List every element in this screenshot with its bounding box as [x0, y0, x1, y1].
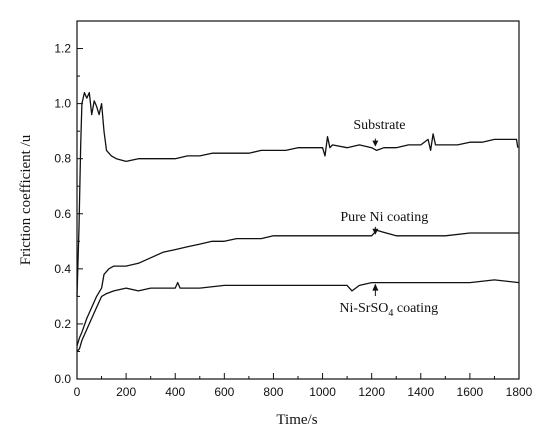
- x-tick-label: 1600: [457, 385, 484, 399]
- annotation-substrate: Substrate: [353, 118, 405, 133]
- plot-frame: [76, 20, 520, 380]
- y-tick-label: 1.2: [54, 42, 71, 56]
- x-tick-label: 1200: [358, 385, 385, 399]
- x-tick-label: 1800: [506, 385, 533, 399]
- substrate-arrow-head: [372, 140, 379, 147]
- x-tick-label: 200: [116, 385, 136, 399]
- x-tick-label: 1000: [309, 385, 336, 399]
- series-group: [76, 91, 520, 352]
- y-tick-label: 0.6: [54, 207, 71, 221]
- x-tick-label: 800: [263, 385, 283, 399]
- annotation-pure-ni: Pure Ni coating: [340, 210, 428, 225]
- y-tick-label: 0.4: [54, 262, 71, 276]
- x-tick-label: 600: [214, 385, 234, 399]
- pure-ni-arrow-head: [372, 228, 379, 235]
- series-substrate: [76, 91, 519, 297]
- x-tick-label: 0: [74, 385, 81, 399]
- series-ni-srso4: [76, 279, 520, 352]
- x-tick-label: 1400: [407, 385, 434, 399]
- ni-srso4-arrow-head: [372, 283, 379, 291]
- annotations: Substrate Pure Ni coating Ni-SrSO4 coating: [339, 118, 438, 319]
- y-tick-label: 1.0: [54, 97, 71, 111]
- x-axis-title: Time/s: [276, 412, 317, 428]
- series-pure-ni: [76, 229, 519, 347]
- y-tick-label: 0.0: [54, 372, 71, 386]
- x-tick-label: 400: [165, 385, 185, 399]
- y-tick-label: 0.8: [54, 152, 71, 166]
- axes: 0 200 400 600 800 1000 1200 1400 1600 1800 0.0 0.2 0…: [54, 20, 533, 399]
- y-tick-label: 0.2: [54, 317, 71, 331]
- annotation-ni-srso4: Ni-SrSO4 coating: [339, 301, 438, 319]
- y-axis-title: Friction coefficient /u: [18, 134, 34, 265]
